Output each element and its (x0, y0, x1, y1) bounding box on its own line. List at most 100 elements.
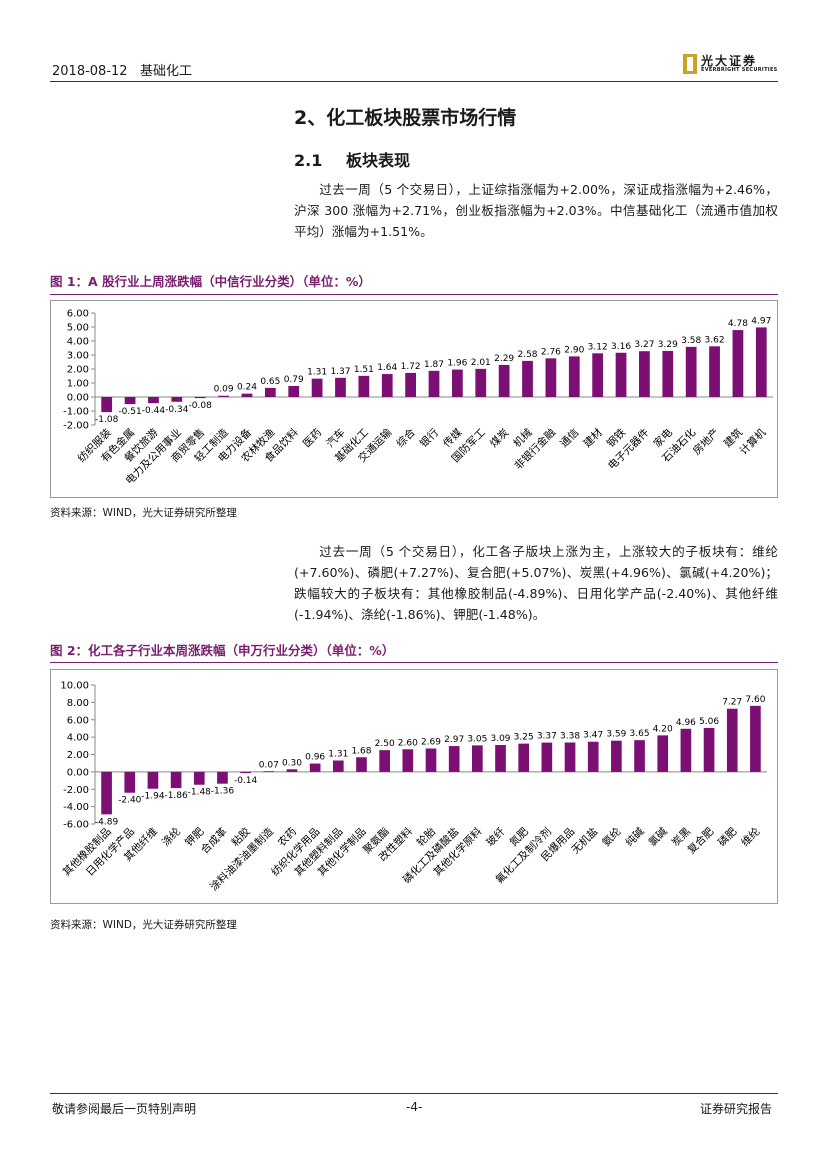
bar (332, 760, 344, 772)
data-label: 0.96 (305, 753, 325, 763)
category-label: 合成革 (198, 825, 229, 856)
bar (498, 364, 510, 397)
bar (495, 745, 506, 772)
data-label: 7.27 (722, 698, 742, 708)
bar (428, 370, 440, 397)
data-label: 4.78 (728, 319, 748, 329)
category-label: 煤炭 (487, 426, 511, 450)
subsector-summary-paragraph: 过去一周（5 个交易日），化工各子版块上涨为主，上涨较大的子板块有：维纶(+7.… (294, 541, 778, 625)
data-label: 2.69 (421, 738, 441, 748)
subsection-label: 板块表现 (346, 151, 411, 170)
bar (147, 771, 159, 789)
category-label: 无机盐 (569, 825, 600, 856)
data-label: 0.79 (284, 375, 304, 385)
bar (452, 369, 463, 397)
data-label: 1.64 (377, 363, 397, 373)
data-label: 0.65 (260, 377, 280, 387)
bar (309, 763, 321, 772)
data-label: 3.37 (537, 732, 557, 742)
data-label: 2.60 (398, 738, 418, 748)
data-label: 2.50 (375, 739, 395, 749)
bar (685, 346, 697, 397)
bar (475, 368, 487, 397)
data-label: -0.34 (165, 405, 189, 415)
figure1-chart: 6.00 5.00 4.00 3.00 2.00 1.00 0.00 -1.00 -2.00 -1… (50, 300, 778, 498)
data-label: 1.51 (354, 365, 374, 375)
header-date: 2018-08-12 (52, 64, 128, 79)
header-date-sector: 2018-08-12 基础化工 (52, 60, 192, 79)
bar (193, 771, 205, 785)
category-label: 综合 (394, 426, 418, 450)
data-label: 0.30 (282, 758, 302, 768)
data-label: -0.44 (142, 406, 166, 416)
bar (587, 741, 599, 772)
data-label: 4.97 (751, 316, 771, 326)
data-label: 3.27 (634, 340, 654, 350)
y-tick-label: 10.00 (60, 681, 89, 692)
bar (170, 771, 182, 789)
logo-text-cn: 光大证券 (701, 54, 758, 68)
data-label: 3.09 (490, 734, 510, 744)
y-tick-label: 4.00 (67, 733, 89, 744)
data-label: -1.08 (95, 415, 119, 425)
subsection-number: 2.1 (294, 151, 323, 170)
y-tick-label: -6.00 (63, 820, 89, 831)
data-label: 3.59 (606, 730, 626, 740)
figure2-source: 资料来源：WIND，光大证券研究所整理 (50, 919, 237, 931)
bar (755, 327, 767, 397)
data-label: -1.94 (141, 792, 165, 802)
bar (657, 735, 669, 772)
data-label: 3.05 (467, 734, 487, 744)
category-label: 计算机 (737, 426, 769, 458)
bar (356, 757, 367, 772)
y-tick-label: 6.00 (67, 309, 89, 320)
bar (358, 375, 370, 397)
bar (726, 708, 738, 772)
section-title: 2、化工板块股票市场行情 (294, 107, 517, 129)
data-label: -0.08 (189, 401, 213, 411)
subsection-title: 2.1 板块表现 (294, 147, 410, 171)
bar (101, 771, 112, 815)
figure1-title: 图 1：A 股行业上周涨跌幅（中信行业分类）（单位：%） (50, 274, 371, 289)
y-tick-label: 2.00 (67, 750, 89, 761)
bar (402, 749, 414, 772)
bar (611, 740, 622, 772)
data-label: 3.65 (630, 729, 650, 739)
data-label: 3.62 (705, 335, 725, 345)
paragraph-text: 过去一周（5 个交易日），化工各子版块上涨为主，上涨较大的子板块有：维纶(+7.… (294, 544, 778, 622)
category-label: 建材 (581, 426, 605, 450)
y-tick-label: 4.00 (67, 337, 89, 348)
y-tick-label: -4.00 (63, 802, 89, 813)
category-label: 医药 (301, 427, 324, 450)
figure2-rule (50, 662, 778, 663)
data-label: 2.97 (444, 735, 464, 745)
data-label: 5.06 (699, 717, 719, 727)
data-label: 1.87 (424, 360, 444, 370)
figure2-chart-svg: 10.00 8.00 6.00 4.00 2.00 0.00 -2.00 -4.00 -6.00… (60, 681, 767, 894)
bar (124, 397, 136, 405)
category-label: 氯碱 (646, 825, 670, 849)
figure1-source: 资料来源：WIND，光大证券研究所整理 (50, 507, 237, 519)
data-label: -1.48 (188, 788, 212, 798)
data-label: -1.86 (164, 791, 188, 801)
y-tick-label: 6.00 (67, 715, 89, 726)
data-label: 2.01 (471, 358, 491, 368)
bar (425, 748, 437, 772)
bar (405, 372, 416, 397)
bar (448, 746, 460, 772)
bar (264, 387, 276, 397)
logo-text-en: EVERBRIGHT SECURITIES (701, 67, 778, 73)
logo-mark-icon (683, 54, 697, 74)
data-label: -0.51 (118, 407, 141, 417)
category-label: 房地产 (690, 426, 721, 457)
y-tick-label: 3.00 (67, 351, 89, 362)
category-label: 纯碱 (623, 825, 647, 849)
bar (171, 397, 183, 402)
bar (472, 745, 483, 772)
bar (703, 727, 715, 772)
figure2-chart: 10.00 8.00 6.00 4.00 2.00 0.00 -2.00 -4.00 -6.00… (50, 669, 778, 904)
data-label: 1.37 (330, 367, 350, 377)
category-label: 维纶 (738, 825, 762, 849)
data-label: 1.68 (351, 746, 371, 756)
bar (241, 393, 253, 397)
